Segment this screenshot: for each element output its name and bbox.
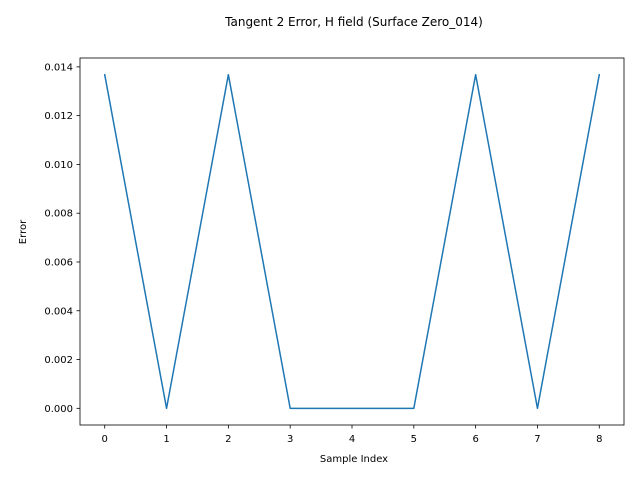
x-tick-label: 0 [102, 434, 108, 445]
y-tick-label: 0.010 [44, 160, 73, 171]
series-line-0 [103, 73, 601, 410]
series-layer [103, 73, 601, 410]
x-tick-label: 6 [472, 434, 478, 445]
x-tick-label: 3 [287, 434, 293, 445]
y-tick-label: 0.014 [44, 62, 73, 73]
x-tick-label: 1 [163, 434, 169, 445]
x-tick-label: 2 [225, 434, 231, 445]
chart-title: Tangent 2 Error, H field (Surface Zero_0… [224, 15, 483, 29]
y-axis: 0.000 0.002 0.004 0.006 0.008 0.010 0.012 0.014 [44, 62, 80, 415]
x-tick-label: 4 [349, 434, 355, 445]
plot-area [80, 58, 624, 425]
y-tick-label: 0.012 [44, 111, 73, 122]
y-tick-label: 0.006 [44, 257, 73, 268]
y-axis-title: Error [18, 219, 29, 244]
x-axis: 0 1 2 3 4 5 6 7 8 [102, 425, 602, 445]
y-tick-label: 0.008 [44, 209, 73, 220]
y-tick-label: 0.002 [44, 355, 73, 366]
x-tick-label: 7 [534, 434, 540, 445]
x-tick-label: 8 [596, 434, 602, 445]
x-tick-label: 5 [411, 434, 417, 445]
y-tick-label: 0.000 [44, 404, 73, 415]
y-tick-label: 0.004 [44, 306, 73, 317]
x-axis-title: Sample Index [320, 454, 388, 465]
